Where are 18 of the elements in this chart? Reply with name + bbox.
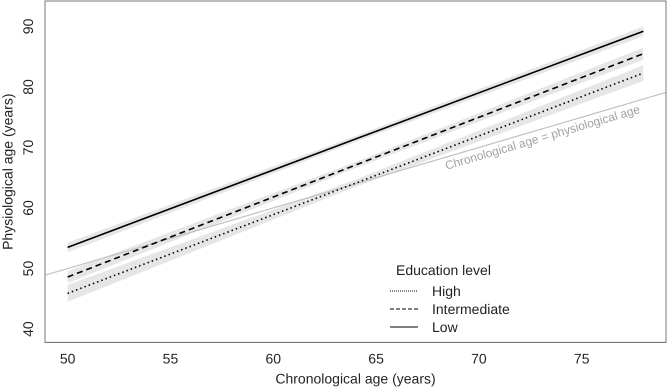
y-tick-label: 60 bbox=[20, 200, 36, 216]
legend-label: High bbox=[432, 283, 461, 299]
y-tick-label: 80 bbox=[20, 78, 36, 95]
y-tick-label: 70 bbox=[20, 139, 36, 156]
legend-label: Intermediate bbox=[432, 301, 510, 317]
x-tick-label: 60 bbox=[265, 350, 282, 367]
x-tick-label: 50 bbox=[60, 350, 76, 367]
x-tick-label: 70 bbox=[471, 350, 487, 367]
legend-title: Education level bbox=[396, 262, 492, 278]
x-axis-title: Chronological age (years) bbox=[275, 370, 436, 386]
x-tick-label: 75 bbox=[574, 350, 590, 367]
x-tick-label: 65 bbox=[368, 350, 384, 367]
y-tick-label: 50 bbox=[20, 260, 36, 276]
legend-label: Low bbox=[432, 319, 458, 335]
x-tick-label: 55 bbox=[162, 350, 178, 367]
y-tick-label: 90 bbox=[20, 18, 36, 34]
y-tick-label: 40 bbox=[20, 321, 36, 337]
y-axis-title: Physiological age (years) bbox=[0, 93, 16, 250]
